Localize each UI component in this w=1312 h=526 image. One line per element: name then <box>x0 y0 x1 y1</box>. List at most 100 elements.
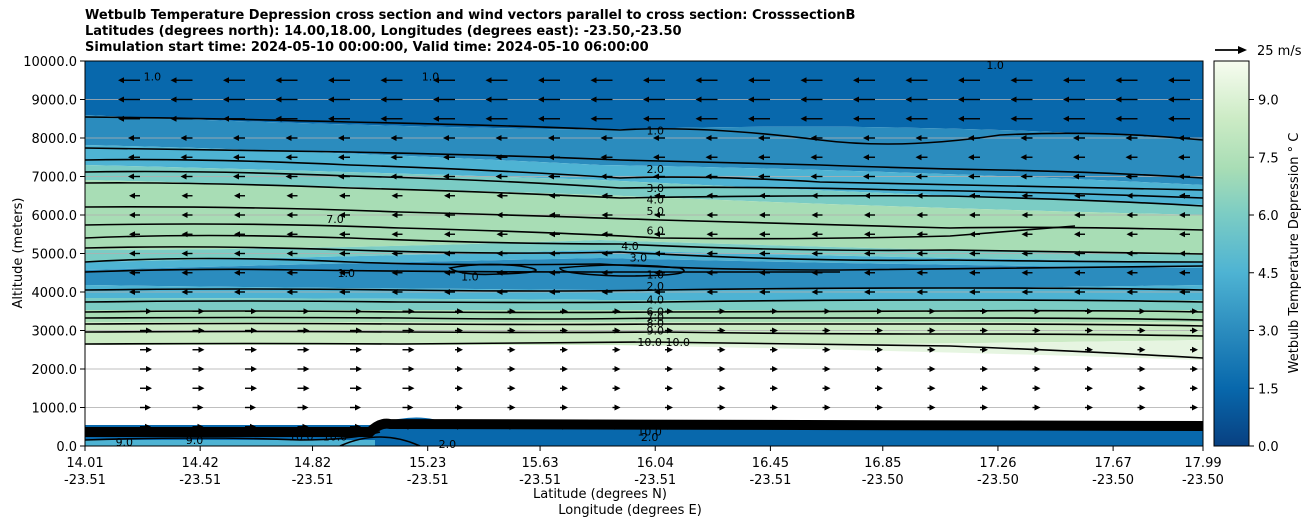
wind-vector-head <box>1021 269 1028 276</box>
wind-vector-head <box>1139 327 1146 334</box>
wind-vector-head <box>601 250 608 257</box>
wind-vector-head <box>958 96 964 103</box>
wind-vector-head <box>286 212 293 218</box>
wind-vector-head <box>810 173 817 180</box>
wind-vector-head <box>758 135 764 141</box>
y-tick-label: 5000.0 <box>32 248 78 263</box>
contour-label: 10.0 <box>323 430 348 443</box>
wind-vector-head <box>759 212 765 218</box>
wind-vector-head <box>391 289 398 295</box>
wind-vector-head <box>614 346 621 353</box>
x-tick-lon-label: -23.51 <box>749 473 791 488</box>
wind-vector-head <box>1126 212 1133 218</box>
wind-vector-head <box>853 96 859 103</box>
contour-label: 2.0 <box>646 280 664 293</box>
wind-vector-head <box>286 192 293 199</box>
wind-vectors <box>118 77 1198 430</box>
wind-vector-head <box>328 77 334 84</box>
wind-vector-head <box>251 327 257 334</box>
wind-vector-head <box>905 115 912 122</box>
wind-vector-head <box>705 135 712 141</box>
wind-vector-head <box>614 308 621 315</box>
contour-line <box>85 299 1203 304</box>
wind-vector-head <box>234 269 240 276</box>
wind-vector-head <box>433 115 439 122</box>
wind-vector-head <box>1034 423 1041 430</box>
surface-contour-band <box>85 418 1203 437</box>
wind-vector-head <box>863 135 869 141</box>
wind-vector-head <box>667 308 673 315</box>
wind-vector-head <box>877 308 883 315</box>
x-tick-lat-label: 16.85 <box>864 456 901 471</box>
wind-vector-head <box>303 308 310 315</box>
wind-vector-head <box>250 423 256 430</box>
wind-vector-head <box>339 269 345 276</box>
wind-vector-head <box>380 77 387 84</box>
wind-vector-head <box>1192 308 1198 315</box>
wind-vector-head <box>443 173 449 180</box>
contour-line <box>448 263 537 276</box>
wind-vector-head <box>719 366 726 372</box>
contour-label: 10.0 <box>289 430 314 443</box>
wind-vector-head <box>863 154 869 161</box>
wind-vector-head <box>146 346 152 353</box>
wind-vector-head <box>719 404 726 411</box>
wind-vector-head <box>810 135 817 141</box>
contour-label: 8.0 <box>646 317 664 330</box>
contour-label: 4.0 <box>621 240 639 253</box>
wind-vector-head <box>562 366 568 372</box>
wind-vector-head <box>864 212 870 218</box>
wind-vector-head <box>654 212 660 218</box>
wind-vector-head <box>1034 404 1041 411</box>
wind-vector-head <box>772 327 778 334</box>
wind-vector-head <box>303 366 310 372</box>
wind-vector-head <box>1115 115 1122 122</box>
wind-vector-head <box>118 115 124 122</box>
wind-vector-head <box>915 154 922 161</box>
wind-vector-head <box>1125 135 1132 141</box>
wind-vector-head <box>877 385 883 392</box>
x-axis-label-lat: Latitude (degrees N) <box>533 487 667 502</box>
y-tick-label: 1000.0 <box>32 402 78 417</box>
wind-vector-head <box>654 192 660 199</box>
wind-vector-head <box>146 366 152 372</box>
wind-vector-head <box>590 96 597 103</box>
wind-vector-head <box>614 366 621 372</box>
x-tick-lon-label: -23.50 <box>862 473 904 488</box>
wind-vector-head <box>146 385 152 392</box>
wind-vector-head <box>905 77 912 84</box>
wind-vector-head <box>1126 250 1133 257</box>
wind-vector-head <box>1139 366 1146 372</box>
wind-vector-head <box>197 423 204 430</box>
quiver-key-arrowhead <box>1238 46 1247 54</box>
x-tick-lon-label: -23.51 <box>407 473 449 488</box>
contour-line <box>85 170 1203 199</box>
wind-vector-head <box>181 289 188 295</box>
wind-vector-head <box>1010 115 1017 122</box>
wind-vector-head <box>407 404 414 411</box>
x-tick-lat-label: 16.04 <box>637 456 674 471</box>
wind-vector-head <box>1034 346 1041 353</box>
wind-vector-head <box>251 346 257 353</box>
wind-vector-head <box>509 404 516 411</box>
wind-vector-head <box>250 404 256 411</box>
wind-vector-head <box>180 154 187 161</box>
wind-vector-head <box>408 308 415 315</box>
wind-vector-head <box>562 327 568 334</box>
wind-vector-head <box>380 115 387 122</box>
wind-vector-head <box>982 404 988 411</box>
wind-vector-head <box>457 346 463 353</box>
wind-vector-head <box>759 192 765 199</box>
wind-vector-head <box>695 115 702 122</box>
wind-vector-head <box>601 269 608 276</box>
wind-vector-head <box>968 173 974 180</box>
wind-vector-head <box>759 231 765 238</box>
contour-line <box>85 341 1203 359</box>
wind-vector-head <box>1168 77 1174 84</box>
wind-vector-head <box>759 289 765 295</box>
wind-vector-head <box>916 289 923 295</box>
wind-vector-head <box>800 96 807 103</box>
wind-vector-head <box>811 250 818 257</box>
x-tick-lat-label: 16.45 <box>752 456 789 471</box>
contour-line <box>85 234 1203 255</box>
